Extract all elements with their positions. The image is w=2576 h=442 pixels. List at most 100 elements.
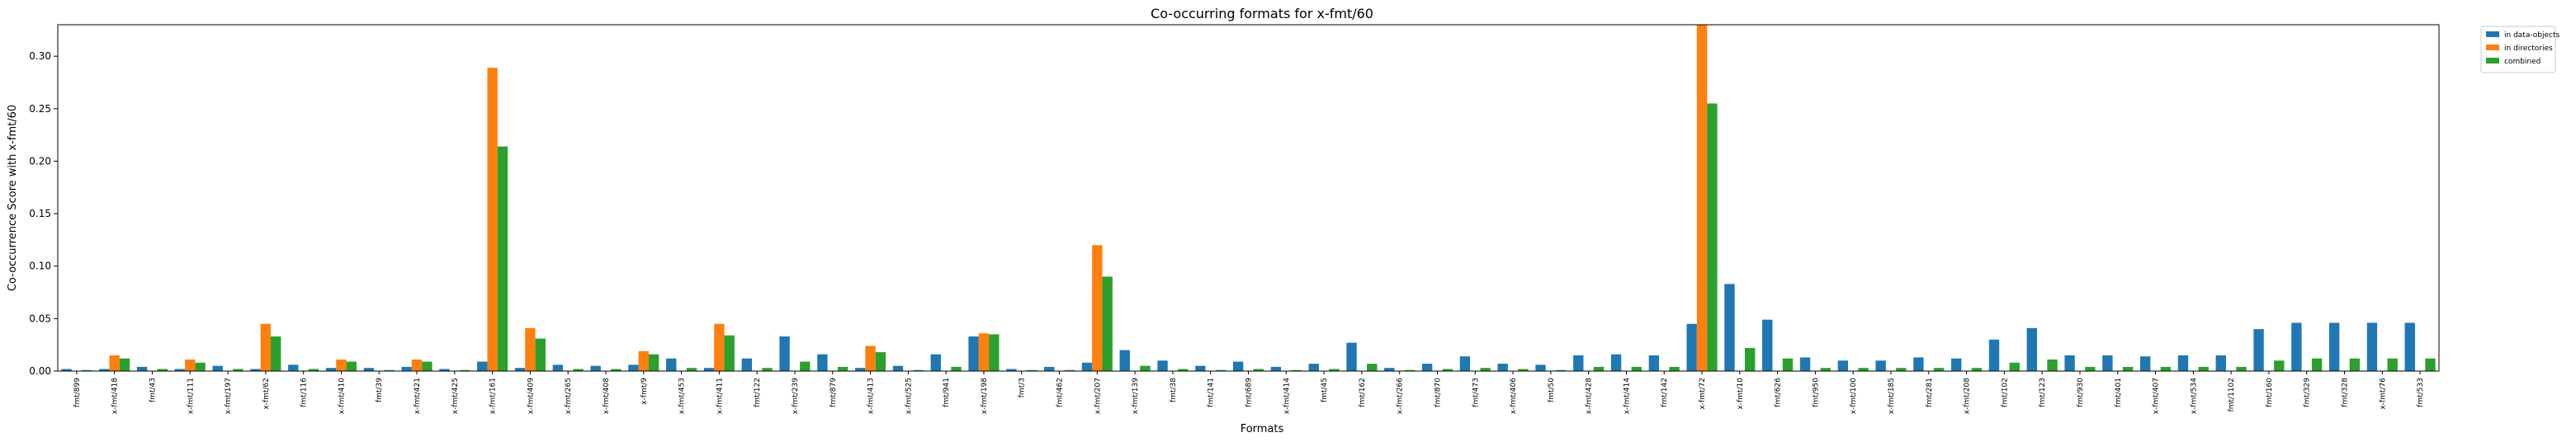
x-tick-label: fmt/123 bbox=[2039, 378, 2047, 407]
bar-in-data-objects bbox=[477, 361, 488, 371]
x-tick-label: fmt/941 bbox=[943, 378, 951, 407]
bar-in-data-objects bbox=[1384, 368, 1395, 371]
bar-combined bbox=[837, 366, 848, 371]
y-tick-label: 0.15 bbox=[29, 208, 51, 219]
x-tick-label: fmt/116 bbox=[300, 378, 309, 407]
bar-in-data-objects bbox=[1119, 350, 1130, 371]
bar-in-data-objects bbox=[288, 364, 299, 371]
bar-in-data-objects bbox=[439, 369, 450, 371]
bar-combined bbox=[1593, 366, 1605, 371]
bar-combined bbox=[157, 369, 168, 371]
bar-combined bbox=[233, 369, 243, 371]
x-tick-label: fmt/102 bbox=[2001, 378, 2009, 407]
x-tick-label: fmt/1102 bbox=[2228, 378, 2236, 411]
bar-combined bbox=[422, 361, 432, 371]
x-tick-label: fmt/473 bbox=[1472, 378, 1480, 407]
x-tick-label: x-fmt/62 bbox=[262, 378, 271, 410]
x-tick-label: fmt/141 bbox=[1208, 378, 1216, 407]
x-tick-label: x-fmt/453 bbox=[678, 378, 687, 414]
bar-combined bbox=[346, 361, 357, 371]
bar-combined bbox=[1744, 348, 1756, 371]
bar-combined bbox=[2274, 360, 2285, 371]
bar-in-directories bbox=[260, 323, 272, 371]
x-tick-label: fmt/879 bbox=[830, 378, 838, 407]
x-tick-label: x-fmt/239 bbox=[792, 378, 800, 415]
bar-in-directories bbox=[865, 346, 876, 371]
bar-combined bbox=[2085, 366, 2096, 371]
bar-combined bbox=[1933, 368, 1945, 371]
x-tick-label: fmt/122 bbox=[754, 378, 762, 407]
x-tick-label: x-fmt/411 bbox=[716, 378, 724, 414]
x-tick-label: fmt/870 bbox=[1434, 378, 1442, 407]
x-tick-label: fmt/328 bbox=[2342, 378, 2350, 407]
bar-combined bbox=[460, 369, 470, 371]
bar-combined bbox=[762, 368, 773, 371]
x-tick-label: fmt/38 bbox=[1170, 378, 1178, 402]
bar-in-data-objects bbox=[1195, 365, 1206, 371]
x-tick-label: x-fmt/408 bbox=[603, 378, 611, 415]
bar-in-data-objects bbox=[1535, 364, 1546, 371]
bar-combined bbox=[1820, 368, 1831, 371]
bar-combined bbox=[1215, 369, 1227, 371]
bar-in-directories bbox=[411, 360, 423, 371]
y-tick-label: 0.05 bbox=[29, 313, 51, 324]
bar-combined bbox=[2122, 366, 2134, 371]
bar-in-data-objects bbox=[1875, 360, 1886, 371]
bar-combined bbox=[1782, 358, 1794, 371]
x-tick-label: x-fmt/9 bbox=[640, 378, 649, 405]
bar-in-data-objects bbox=[2064, 355, 2075, 371]
y-tick-label: 0.25 bbox=[29, 103, 51, 115]
x-tick-label: x-fmt/198 bbox=[981, 378, 989, 415]
x-tick-label: fmt/329 bbox=[2304, 378, 2312, 407]
bar-in-data-objects bbox=[628, 364, 639, 371]
bar-in-data-objects bbox=[325, 368, 337, 371]
bar-combined bbox=[1971, 368, 1983, 371]
legend-box bbox=[2480, 26, 2556, 73]
bar-combined bbox=[1707, 103, 1718, 372]
bar-combined bbox=[1253, 369, 1264, 371]
bar-in-data-objects bbox=[1573, 355, 1584, 371]
x-axis-label: Formats bbox=[1241, 423, 1284, 435]
bar-in-directories bbox=[185, 360, 196, 371]
bar-combined bbox=[2236, 366, 2247, 371]
x-tick-label: x-fmt/421 bbox=[414, 378, 422, 414]
x-tick-label: fmt/401 bbox=[2115, 378, 2123, 407]
x-tick-label: x-fmt/185 bbox=[1888, 378, 1896, 414]
y-tick-label: 0.30 bbox=[29, 50, 51, 62]
x-tick-label: fmt/142 bbox=[1661, 378, 1669, 407]
y-tick-label: 0.00 bbox=[29, 365, 51, 377]
legend-swatch bbox=[2486, 58, 2499, 63]
bar-combined bbox=[1631, 366, 1642, 371]
bar-in-data-objects bbox=[855, 368, 866, 371]
bar-combined bbox=[1064, 369, 1075, 371]
bar-in-data-objects bbox=[2253, 329, 2264, 371]
x-tick-label: x-fmt/534 bbox=[2190, 378, 2198, 415]
x-tick-label: fmt/3 bbox=[1019, 378, 1027, 397]
legend-label: in directories bbox=[2504, 45, 2553, 53]
bar-in-data-objects bbox=[2404, 322, 2415, 371]
bar-combined bbox=[2425, 358, 2436, 371]
x-tick-label: fmt/45 bbox=[1321, 378, 1329, 402]
y-tick-label: 0.20 bbox=[29, 155, 51, 167]
bar-in-data-objects bbox=[779, 336, 790, 371]
x-tick-label: x-fmt/139 bbox=[1132, 378, 1140, 415]
bar-in-data-objects bbox=[99, 369, 110, 371]
plot-frame bbox=[57, 24, 2440, 372]
bar-in-data-objects bbox=[174, 369, 186, 371]
bar-in-data-objects bbox=[2026, 327, 2037, 371]
x-tick-label: fmt/899 bbox=[73, 378, 82, 407]
x-tick-label: x-fmt/407 bbox=[2153, 378, 2161, 414]
bar-combined bbox=[1140, 365, 1151, 371]
bar-in-directories bbox=[109, 355, 120, 371]
x-tick-label: x-fmt/72 bbox=[1699, 378, 1707, 410]
bar-combined bbox=[1291, 369, 1302, 371]
bar-combined bbox=[1518, 369, 1529, 371]
bar-combined bbox=[951, 366, 962, 371]
bar-in-data-objects bbox=[590, 365, 601, 371]
bar-in-data-objects bbox=[1232, 361, 1244, 371]
bar-in-data-objects bbox=[1648, 355, 1660, 371]
bar-in-data-objects bbox=[968, 336, 979, 371]
bar-combined bbox=[1026, 369, 1037, 371]
bar-in-directories bbox=[638, 350, 649, 371]
x-tick-label: fmt/626 bbox=[1775, 378, 1783, 407]
